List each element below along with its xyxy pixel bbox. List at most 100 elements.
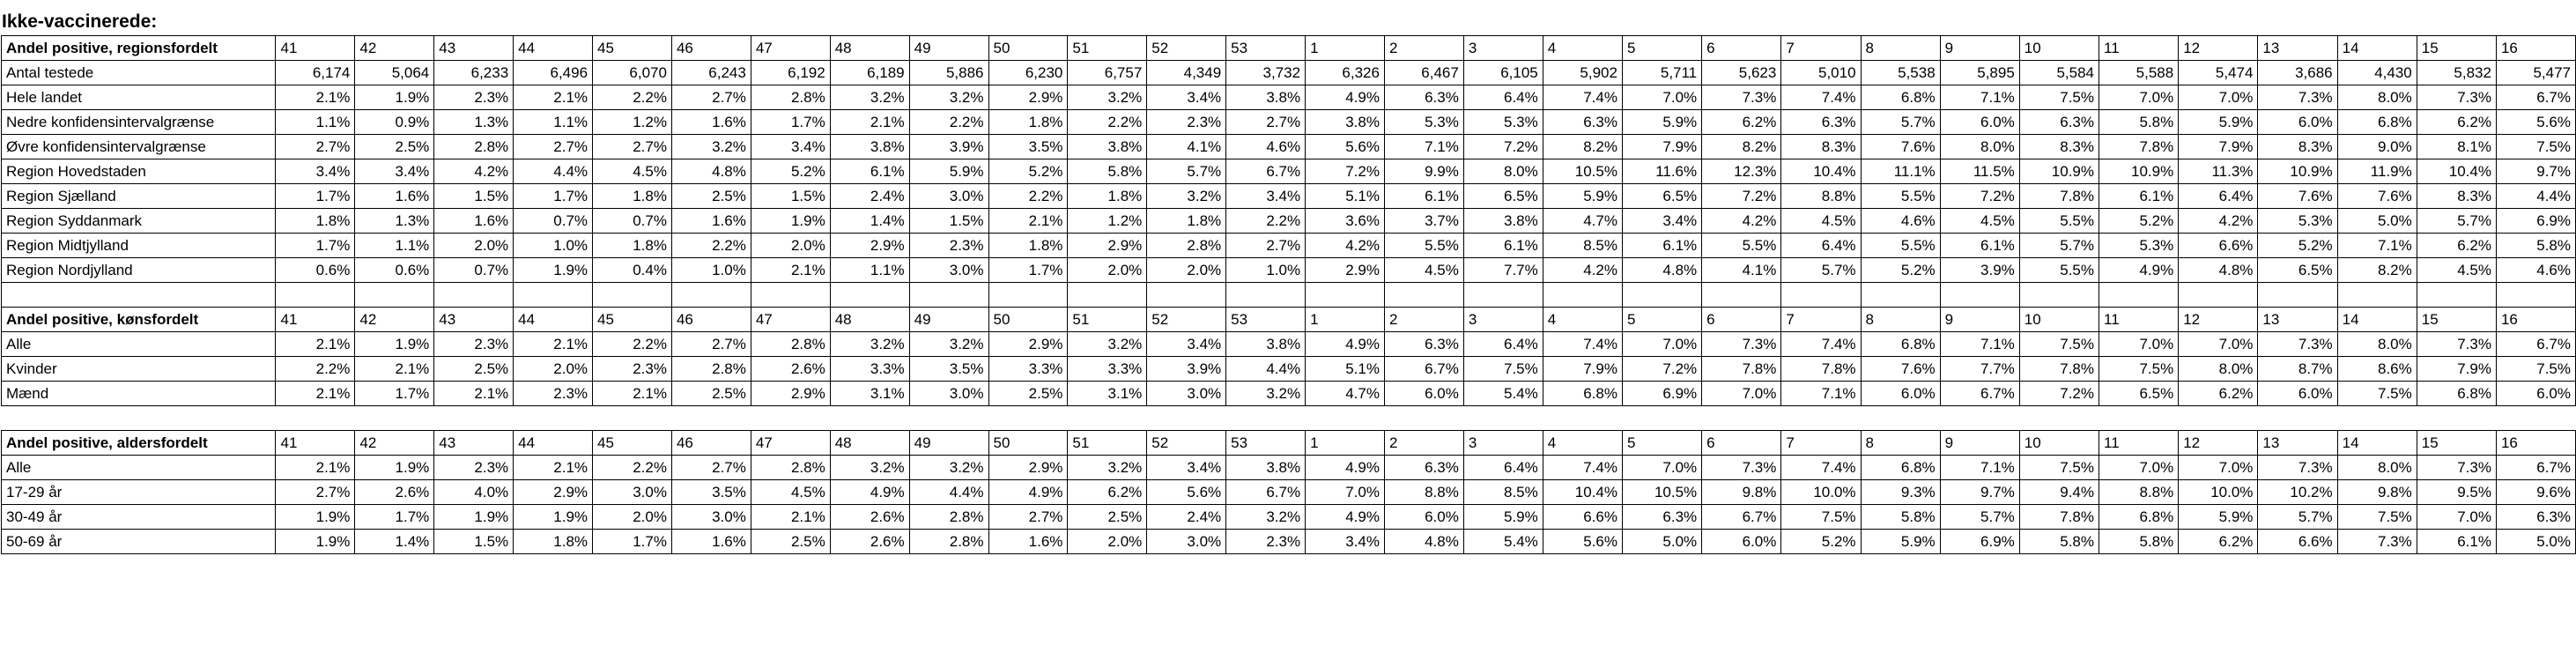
value-cell: 7.4% [1542, 85, 1623, 110]
week-header-cell: 12 [2178, 35, 2259, 61]
value-cell: 2.5% [354, 134, 435, 159]
value-cell: 2.5% [433, 356, 514, 382]
value-cell: 7.0% [1701, 381, 1782, 406]
row-label: Kvinder [0, 356, 277, 382]
value-cell: 2.5% [750, 529, 831, 554]
empty-cell [750, 282, 831, 308]
week-header-cell: 42 [354, 307, 435, 332]
value-cell: 3,732 [1225, 60, 1307, 85]
empty-cell [592, 405, 672, 431]
empty-cell [2337, 405, 2417, 431]
value-cell: 7.5% [2336, 504, 2417, 530]
value-cell: 3.8% [1225, 85, 1307, 110]
value-cell: 2.0% [750, 233, 831, 258]
empty-cell [1383, 282, 1464, 308]
empty-cell [1305, 405, 1385, 431]
value-cell: 4.1% [1146, 134, 1227, 159]
value-cell: 12.3% [1701, 159, 1782, 184]
value-cell: 6.0% [1860, 381, 1941, 406]
value-cell: 4.9% [2098, 257, 2180, 283]
value-cell: 5,474 [2178, 60, 2259, 85]
week-header-cell: 49 [908, 35, 989, 61]
table-row: Øvre konfidensintervalgrænse 2.7% 2.5% 2.8%… [0, 134, 2576, 159]
value-cell: 5.5% [1860, 183, 1941, 209]
value-cell: 3.2% [829, 331, 910, 357]
empty-cell [2257, 405, 2338, 431]
week-header-cell: 43 [433, 307, 514, 332]
value-cell: 8.2% [1542, 134, 1623, 159]
value-cell: 6.8% [2336, 109, 2417, 135]
value-cell: 5,886 [908, 60, 989, 85]
value-cell: 6.3% [1383, 85, 1464, 110]
value-cell: 2.0% [592, 504, 672, 530]
value-cell: 3.2% [1146, 183, 1227, 209]
section-title: Andel positive, kønsfordelt [0, 307, 277, 332]
value-cell: 1.7% [750, 109, 831, 135]
value-cell: 6.2% [2178, 529, 2259, 554]
value-cell: 7.5% [2098, 356, 2180, 382]
value-cell: 7.6% [2336, 183, 2417, 209]
value-cell: 7.0% [2178, 331, 2259, 357]
value-cell: 1.9% [354, 331, 435, 357]
week-header-cell: 16 [2495, 430, 2576, 456]
value-cell: 6.9% [2495, 208, 2576, 234]
value-cell: 5.2% [1780, 529, 1862, 554]
value-cell: 4.9% [988, 479, 1069, 505]
value-cell: 4.4% [2495, 183, 2576, 209]
value-cell: 3.2% [908, 331, 989, 357]
value-cell: 2.2% [592, 455, 672, 480]
value-cell: 1.1% [354, 233, 435, 258]
value-cell: 5.7% [2257, 504, 2338, 530]
value-cell: 3.2% [908, 85, 989, 110]
value-cell: 1.1% [275, 109, 356, 135]
value-cell: 2.1% [433, 381, 514, 406]
value-cell: 6,174 [275, 60, 356, 85]
value-cell: 2.9% [829, 233, 910, 258]
value-cell: 1.4% [829, 208, 910, 234]
value-cell: 8.0% [2336, 331, 2417, 357]
value-cell: 1.7% [275, 233, 356, 258]
table-row: Nedre konfidensintervalgrænse 1.1% 0.9% 1.3… [0, 109, 2576, 135]
empty-cell [1939, 282, 2020, 308]
empty-cell [909, 405, 988, 431]
value-cell: 2.3% [513, 381, 594, 406]
value-cell: 4.7% [1542, 208, 1623, 234]
value-cell: 1.8% [592, 183, 672, 209]
value-cell: 5,477 [2495, 60, 2576, 85]
value-cell: 4.5% [1780, 208, 1862, 234]
value-cell: 6.4% [1462, 455, 1543, 480]
value-cell: 3.8% [1462, 208, 1543, 234]
week-header-cell: 6 [1701, 430, 1782, 456]
value-cell: 11.1% [1860, 159, 1941, 184]
value-cell: 2.1% [829, 109, 910, 135]
table-row: Region Nordjylland 0.6% 0.6% 0.7% 1.9% 0.4% 1.… [0, 257, 2576, 283]
value-cell: 7.8% [1780, 356, 1862, 382]
week-header-cell: 15 [2416, 307, 2497, 332]
value-cell: 2.7% [592, 134, 672, 159]
value-cell: 5.6% [2495, 109, 2576, 135]
value-cell: 9.0% [2336, 134, 2417, 159]
value-cell: 2.9% [1067, 233, 1148, 258]
week-header-cell: 47 [750, 307, 831, 332]
value-cell: 7.1% [1939, 85, 2020, 110]
value-cell: 7.2% [2018, 381, 2100, 406]
value-cell: 2.6% [354, 479, 435, 505]
value-cell: 6.8% [1860, 85, 1941, 110]
value-cell: 6.0% [1383, 381, 1464, 406]
value-cell: 2.2% [908, 109, 989, 135]
value-cell: 5.5% [1860, 233, 1941, 258]
week-header-cell: 47 [750, 35, 831, 61]
value-cell: 3.2% [1067, 331, 1148, 357]
value-cell: 2.0% [513, 356, 594, 382]
value-cell: 10.9% [2018, 159, 2100, 184]
value-cell: 5.9% [1462, 504, 1543, 530]
value-cell: 2.7% [1225, 109, 1307, 135]
week-header-cell: 3 [1462, 307, 1543, 332]
empty-cell [829, 282, 910, 308]
value-cell: 2.9% [750, 381, 831, 406]
value-cell: 3.4% [1305, 529, 1385, 554]
value-cell: 5.5% [1701, 233, 1782, 258]
value-cell: 2.6% [829, 529, 910, 554]
value-cell: 6,467 [1383, 60, 1464, 85]
value-cell: 7.1% [2336, 233, 2417, 258]
